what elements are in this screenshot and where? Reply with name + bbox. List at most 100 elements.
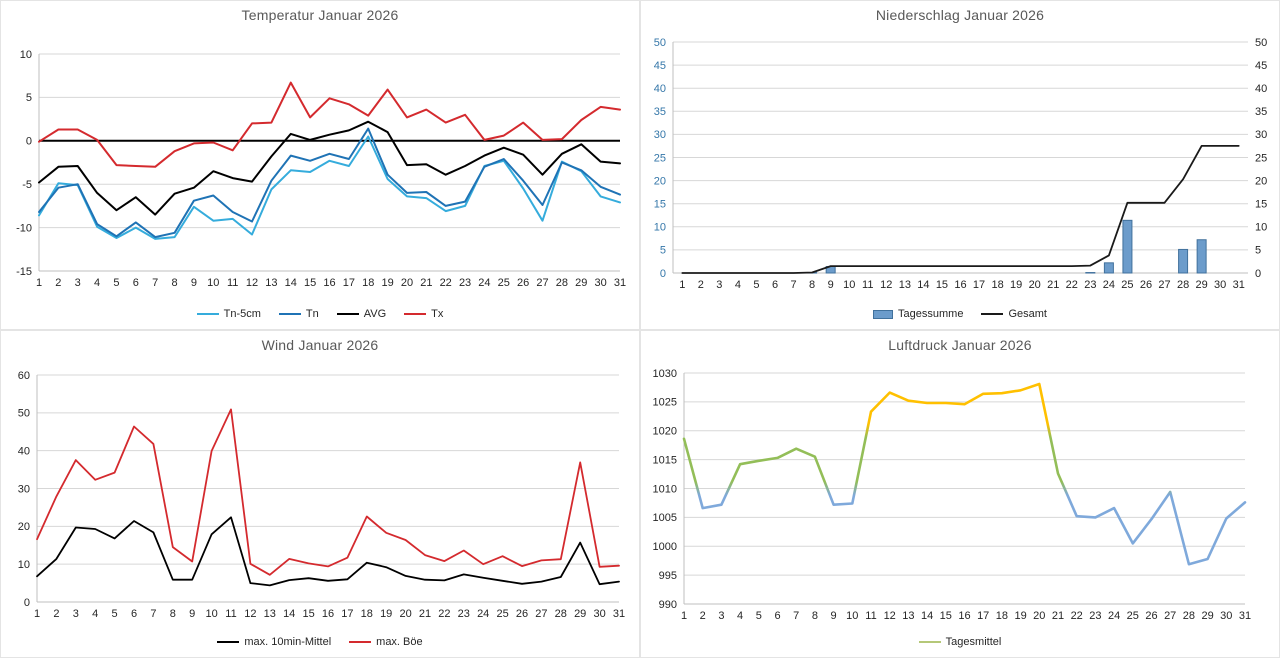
pressure-chart-title: Luftdruck Januar 2026 [888, 337, 1032, 353]
legend-item-avg: AVG [336, 308, 386, 320]
x-tick-label: 29 [574, 608, 586, 620]
x-tick-label: 5 [756, 610, 762, 622]
y-tick-label: 0 [1255, 268, 1261, 280]
y-tick-label: 60 [18, 370, 30, 382]
pressure-legend: Tagesmittel [641, 636, 1279, 648]
x-tick-label: 28 [1183, 610, 1195, 622]
y-tick-label: 40 [18, 445, 30, 457]
legend-item-max-10min-mittel: max. 10min-Mittel [217, 636, 331, 648]
x-tick-label: 25 [1121, 279, 1133, 291]
legend-item-tagessumme: Tagessumme [873, 308, 963, 320]
legend-item-max-b-e: max. Böe [349, 636, 423, 648]
y-tick-label: 25 [1255, 152, 1267, 164]
tagesmittel-line-swatch [918, 640, 941, 644]
x-tick-label: 20 [1029, 279, 1041, 291]
panel-pressure: Luftdruck Januar 2026 990 995 1000 1005 1010… [640, 330, 1280, 658]
legend-item-tn: Tn [278, 308, 319, 320]
x-tick-label: 22 [1071, 610, 1083, 622]
bar-tagessumme [1103, 262, 1114, 274]
bar-tagessumme [1085, 272, 1096, 274]
x-tick-label: 18 [991, 279, 1003, 291]
x-tick-label: 22 [438, 608, 450, 620]
series-line-tn-5cm [38, 135, 621, 240]
legend-label-tx: Tx [431, 308, 444, 320]
series-line-tn [38, 127, 621, 239]
y-tick-label: 10 [18, 559, 30, 571]
series-line-gesamt [681, 144, 1240, 274]
y-tick-label: 995 [659, 570, 677, 582]
x-tick-label: 21 [1052, 610, 1064, 622]
x-tick-label: 26 [516, 608, 528, 620]
y-tick-label: 15 [1255, 199, 1267, 211]
x-tick-label: 4 [92, 608, 98, 620]
x-tick-label: 18 [361, 608, 373, 620]
x-tick-label: 14 [921, 610, 933, 622]
y-tick-label: 40 [654, 83, 666, 95]
y-tick-label: 5 [1255, 245, 1261, 257]
y-tick-label: 1005 [653, 512, 677, 524]
x-tick-label: 29 [575, 277, 587, 289]
y-tick-label: 1010 [653, 483, 677, 495]
bar-tagessumme [1122, 219, 1133, 274]
x-tick-label: 19 [1010, 279, 1022, 291]
wind-legend: max. 10min-Mittel max. Böe [1, 636, 639, 648]
y-tick-label: 45 [654, 60, 666, 72]
x-tick-label: 11 [225, 608, 236, 620]
tn-line-swatch [278, 312, 301, 316]
temperature-chart-title: Temperatur Januar 2026 [241, 7, 399, 23]
y-tick-label: 15 [654, 199, 666, 211]
x-tick-label: 8 [172, 277, 178, 289]
y-tick-label: 1000 [653, 541, 677, 553]
x-tick-label: 14 [917, 279, 929, 291]
x-tick-label: 13 [264, 608, 276, 620]
y-tick-label: 10 [1255, 222, 1267, 234]
legend-label-tagesmittel: Tagesmittel [945, 636, 1002, 648]
legend-label-tagessumme: Tagessumme [898, 308, 964, 320]
tx-line-swatch [404, 312, 427, 316]
x-tick-label: 13 [902, 610, 914, 622]
gesamt-line-swatch [981, 312, 1004, 316]
x-tick-label: 4 [737, 610, 743, 622]
x-tick-label: 20 [401, 277, 413, 289]
x-tick-label: 25 [1127, 610, 1139, 622]
x-tick-label: 15 [936, 279, 948, 291]
x-tick-label: 9 [189, 608, 195, 620]
x-tick-label: 19 [380, 608, 392, 620]
x-tick-label: 24 [1103, 279, 1115, 291]
x-tick-label: 18 [996, 610, 1008, 622]
y-tick-label: 30 [654, 129, 666, 141]
x-tick-label: 19 [381, 277, 393, 289]
x-tick-label: 21 [1047, 279, 1059, 291]
x-tick-label: 14 [285, 277, 297, 289]
x-tick-label: 25 [496, 608, 508, 620]
x-tick-label: 12 [880, 279, 892, 291]
y-tick-label: 30 [18, 483, 30, 495]
y-tick-label: -10 [16, 222, 32, 234]
y-tick-label: 45 [1255, 60, 1267, 72]
x-tick-label: 3 [716, 279, 722, 291]
x-tick-label: 30 [1214, 279, 1226, 291]
x-tick-label: 31 [614, 277, 626, 289]
series-line-tagesmittel [682, 382, 1247, 566]
x-tick-label: 5 [112, 608, 118, 620]
x-tick-label: 24 [477, 608, 489, 620]
x-tick-label: 1 [681, 610, 687, 622]
x-tick-label: 29 [1201, 610, 1213, 622]
x-tick-label: 27 [1164, 610, 1176, 622]
legend-item-tn-5cm: Tn-5cm [196, 308, 261, 320]
x-tick-label: 28 [556, 277, 568, 289]
x-tick-label: 17 [973, 279, 985, 291]
x-tick-label: 28 [1177, 279, 1189, 291]
x-tick-label: 16 [323, 277, 335, 289]
x-tick-label: 5 [753, 279, 759, 291]
x-tick-label: 27 [535, 608, 547, 620]
x-tick-label: 10 [843, 279, 855, 291]
y-tick-label: 990 [659, 599, 677, 611]
x-tick-label: 6 [133, 277, 139, 289]
x-tick-label: 10 [205, 608, 217, 620]
x-tick-label: 29 [1196, 279, 1208, 291]
legend-label-max-b-e: max. Böe [376, 636, 423, 648]
